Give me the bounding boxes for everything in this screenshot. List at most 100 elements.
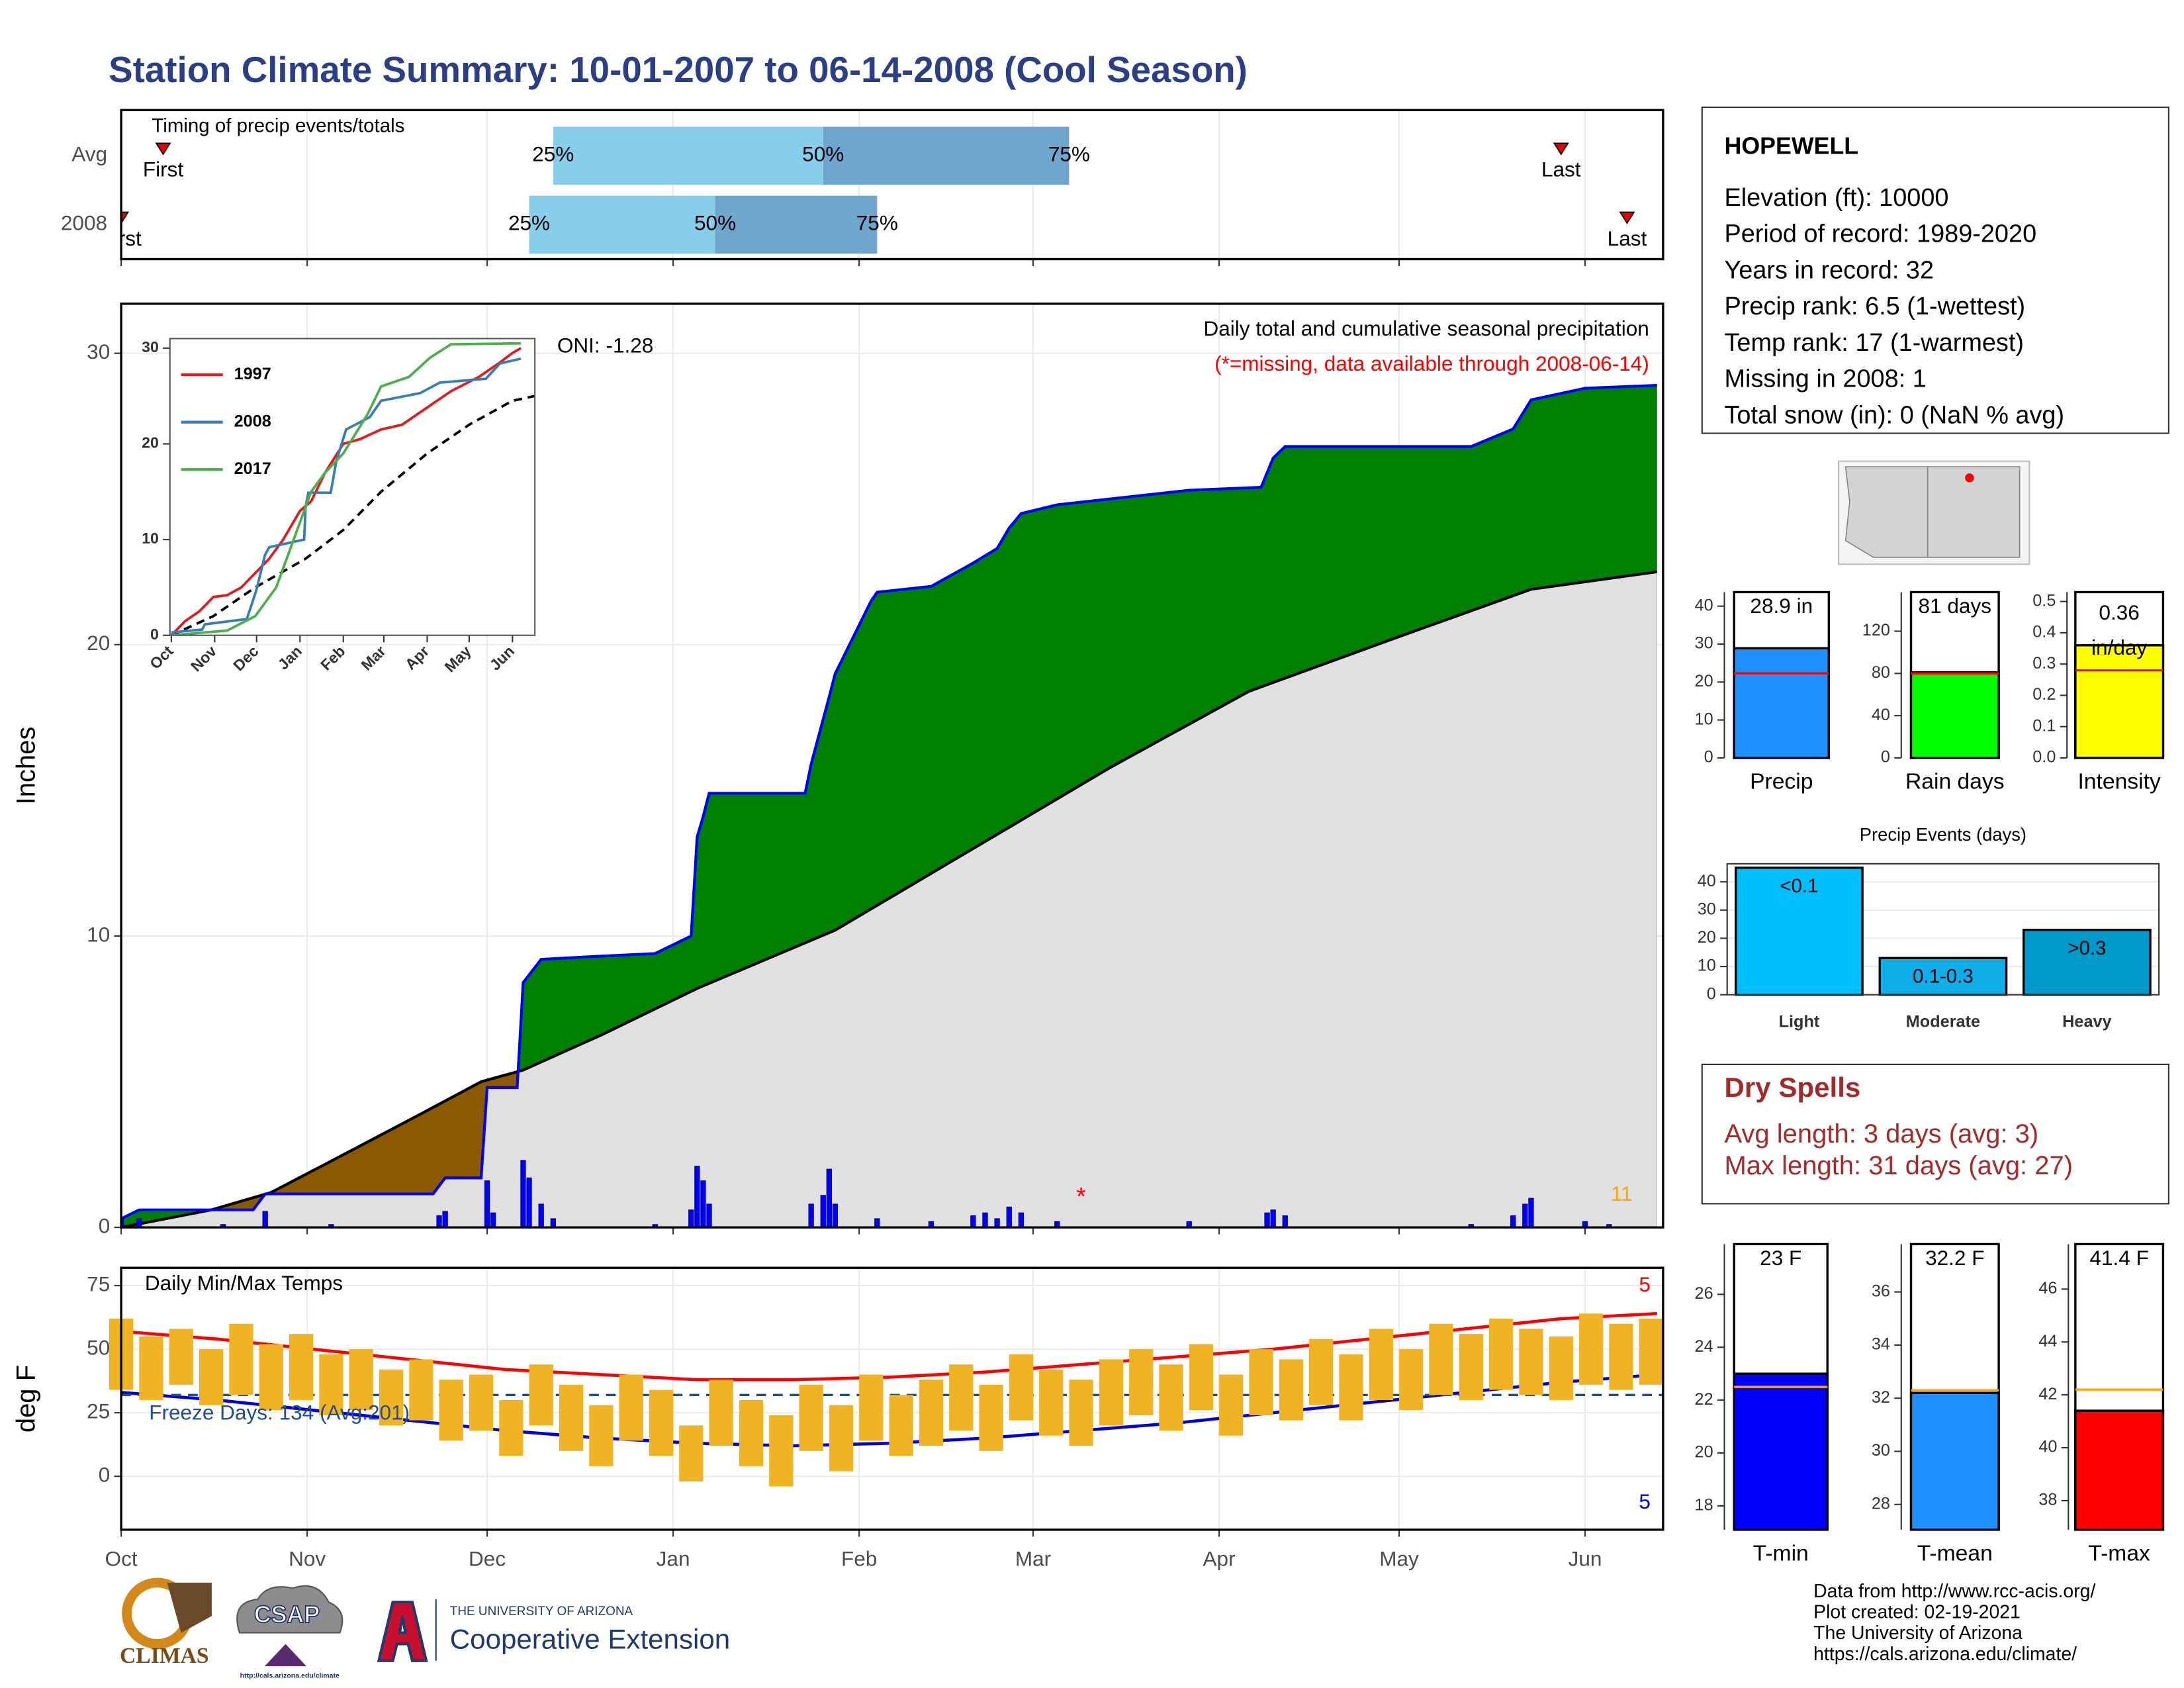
quartile-label: 50% xyxy=(802,142,844,166)
legend-label: 1997 xyxy=(234,365,271,383)
y-tick-label: 0 xyxy=(99,1463,111,1487)
daily-temp-range xyxy=(289,1334,314,1400)
daily-precip-bar xyxy=(436,1215,442,1228)
category-label: Heavy xyxy=(2062,1012,2111,1031)
daily-temp-range xyxy=(829,1405,854,1472)
category-label: T-mean xyxy=(1917,1542,1993,1566)
y-tick-label: 10 xyxy=(1698,957,1716,975)
y-tick-label: 0.1 xyxy=(2032,716,2056,735)
daily-precip-bar xyxy=(826,1168,832,1228)
timeline-layer: 25% 50% 75% First Last 25% 50% 75% First Last xyxy=(121,126,1647,254)
value-label: 0.36 in/day xyxy=(2091,601,2147,660)
bar xyxy=(2074,1409,2165,1531)
series-line xyxy=(171,357,522,634)
y-tick-label: 25 xyxy=(87,1399,110,1423)
inset-border xyxy=(169,338,536,636)
series-line xyxy=(171,342,522,635)
bar xyxy=(1733,1372,1829,1531)
y-tick-label: 10 xyxy=(1695,710,1713,728)
daily-temp-range xyxy=(859,1374,884,1441)
daily-precip-bar xyxy=(442,1211,448,1228)
daily-precip-bar xyxy=(1018,1212,1024,1228)
daily-temp-range xyxy=(709,1380,733,1446)
daily-temp-range xyxy=(1249,1349,1273,1416)
y-tick-label: 34 xyxy=(1872,1335,1890,1354)
daily-temp-range xyxy=(379,1369,404,1426)
row-label: Avg xyxy=(71,142,107,166)
value-label: 23 F xyxy=(1760,1246,1801,1270)
x-tick-label: Dec xyxy=(469,1547,506,1571)
event-marker xyxy=(155,142,171,156)
quartile-bar xyxy=(553,126,823,185)
event-label: Last xyxy=(1608,226,1647,250)
y-tick-label: 80 xyxy=(1872,663,1890,682)
y-tick-label: 50 xyxy=(87,1335,110,1359)
y-tick-label: 0 xyxy=(1881,748,1890,767)
daily-precip-bar xyxy=(808,1203,814,1228)
climas-shape xyxy=(167,1582,212,1633)
x-tick-label: Oct xyxy=(105,1547,138,1571)
daily-precip-bar xyxy=(1264,1212,1270,1228)
map-state-nm xyxy=(1927,466,2021,558)
daily-precip-bar xyxy=(994,1218,1000,1228)
y-tick-label: 30 xyxy=(1698,900,1716,918)
quartile-label: 25% xyxy=(532,142,574,166)
dry-spells-box xyxy=(1701,1063,2169,1205)
station-info-line: Missing in 2008: 1 xyxy=(1724,365,1926,393)
daily-precip-bar xyxy=(874,1218,880,1228)
chart-note: (*=missing, data available through 2008-… xyxy=(1214,352,1649,375)
daily-precip-bar xyxy=(1522,1203,1528,1228)
station-location xyxy=(1965,473,1974,483)
daily-temp-range xyxy=(1549,1336,1573,1400)
csap-mountain xyxy=(264,1644,307,1667)
daily-precip-bar xyxy=(484,1180,490,1228)
y-tick-label: 0.4 xyxy=(2032,623,2056,641)
y-tick-label: 10 xyxy=(87,922,110,946)
station-info-line: Years in record: 32 xyxy=(1724,256,1934,284)
y-tick-label: 40 xyxy=(2038,1438,2057,1456)
oni-label: ONI: -1.28 xyxy=(557,333,654,357)
plot-border xyxy=(120,1266,1664,1531)
credit-line: Data from http://www.rcc-acis.org/ xyxy=(1813,1581,2095,1602)
daily-temp-range xyxy=(1009,1354,1034,1421)
daily-temp-range xyxy=(649,1389,674,1456)
y-tick-label: 0 xyxy=(1704,748,1713,767)
daily-temp-range xyxy=(199,1349,224,1405)
daily-temp-range xyxy=(1399,1349,1424,1411)
daily-precip-bar xyxy=(832,1203,839,1228)
daily-temp-range xyxy=(1039,1369,1064,1436)
row-label: 2008 xyxy=(61,211,107,235)
daily-temp-range xyxy=(1099,1359,1124,1426)
credit-line: Plot created: 02-19-2021 xyxy=(1813,1602,2021,1623)
extension-text: Cooperative Extension xyxy=(450,1623,730,1654)
daily-precip-bar xyxy=(262,1211,268,1228)
chart-title: Precip Events (days) xyxy=(1860,824,2026,845)
climas-text: CLIMAS xyxy=(120,1644,209,1668)
daily-temp-range xyxy=(1429,1323,1453,1395)
daily-temp-range xyxy=(349,1349,373,1411)
x-tick-label: Jun xyxy=(1569,1547,1602,1571)
dry-spell-line: Max length: 31 days (avg: 27) xyxy=(1724,1151,2073,1180)
daily-precip-bar xyxy=(688,1209,694,1228)
value-label: >0.3 xyxy=(2068,937,2106,959)
bar xyxy=(1909,1391,2000,1531)
plot-background xyxy=(169,338,535,635)
station-info-line: Total snow (in): 0 (NaN % avg) xyxy=(1724,401,2064,429)
value-label: 32.2 F xyxy=(1925,1246,1984,1270)
daily-temp-range xyxy=(589,1405,614,1466)
daily-temp-range xyxy=(799,1384,823,1451)
csap-url: http://cals.arizona.edu/climate xyxy=(240,1672,340,1680)
average-line xyxy=(121,570,1658,1228)
y-tick-label: 30 xyxy=(87,340,110,363)
category-label: Intensity xyxy=(2077,770,2161,794)
daily-temp-range xyxy=(619,1374,643,1441)
csap-text: CSAP xyxy=(254,1601,320,1628)
y-tick-label: 0.0 xyxy=(2032,748,2056,767)
x-tick-label: May xyxy=(1379,1547,1419,1571)
daily-temp-range xyxy=(739,1399,764,1466)
daily-precip-bar xyxy=(538,1203,544,1228)
quartile-label: 25% xyxy=(508,211,550,235)
freeze-label: Freeze Days: 134 (Avg:201) xyxy=(149,1401,410,1425)
y-tick-label: 30 xyxy=(1872,1441,1890,1460)
station-info-line: Precip rank: 6.5 (1-wettest) xyxy=(1724,293,2025,320)
